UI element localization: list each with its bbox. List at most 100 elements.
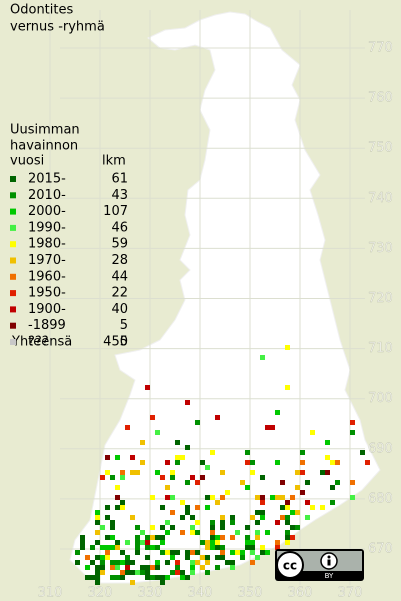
occurrence-dot xyxy=(190,565,195,570)
occurrence-dot xyxy=(260,545,265,550)
occurrence-dot xyxy=(225,490,230,495)
y-axis-label: 680 xyxy=(368,491,393,506)
occurrence-dot xyxy=(100,555,105,560)
occurrence-dot xyxy=(115,495,120,500)
occurrence-dot xyxy=(220,535,225,540)
occurrence-dot xyxy=(330,500,335,505)
occurrence-dot xyxy=(285,505,290,510)
occurrence-dot xyxy=(170,525,175,530)
total-label: Yhteensä xyxy=(11,335,72,350)
occurrence-dot xyxy=(190,475,195,480)
legend-swatch xyxy=(10,257,16,264)
occurrence-dot xyxy=(260,475,265,480)
occurrence-dot xyxy=(255,510,260,515)
occurrence-dot xyxy=(200,555,205,560)
occurrence-dots xyxy=(75,345,370,585)
occurrence-dot xyxy=(155,575,160,580)
occurrence-dot xyxy=(95,570,100,575)
occurrence-dot xyxy=(365,460,370,465)
occurrence-dot xyxy=(130,560,135,565)
occurrence-dot xyxy=(195,480,200,485)
occurrence-dot xyxy=(285,535,290,540)
occurrence-dot xyxy=(230,550,235,555)
occurrence-dot xyxy=(110,560,115,565)
occurrence-dot xyxy=(260,510,265,515)
occurrence-dot xyxy=(165,530,170,535)
occurrence-dot xyxy=(280,505,285,510)
occurrence-dot xyxy=(190,560,195,565)
occurrence-dot xyxy=(150,565,155,570)
legend-header: Uusimman xyxy=(10,123,80,138)
occurrence-dot xyxy=(335,480,340,485)
occurrence-dot xyxy=(120,500,125,505)
occurrence-dot xyxy=(120,505,125,510)
occurrence-dot xyxy=(350,480,355,485)
legend-swatch xyxy=(10,192,16,199)
occurrence-dot xyxy=(335,460,340,465)
occurrence-dot xyxy=(290,510,295,515)
occurrence-dot xyxy=(135,470,140,475)
occurrence-dot xyxy=(330,485,335,490)
occurrence-dot xyxy=(80,545,85,550)
occurrence-dot xyxy=(325,455,330,460)
occurrence-dot xyxy=(115,485,120,490)
occurrence-dot xyxy=(295,470,300,475)
occurrence-dot xyxy=(300,460,305,465)
legend-label: 1960- xyxy=(28,269,66,284)
occurrence-dot xyxy=(175,565,180,570)
occurrence-dot xyxy=(175,455,180,460)
occurrence-dot xyxy=(140,540,145,545)
occurrence-dot xyxy=(105,470,110,475)
occurrence-dot xyxy=(350,420,355,425)
license-logo: cc xyxy=(283,559,297,573)
occurrence-dot xyxy=(140,565,145,570)
y-axis-label: 670 xyxy=(368,542,393,557)
y-axis-label: 730 xyxy=(368,241,393,256)
legend-swatch xyxy=(10,208,16,215)
occurrence-dot xyxy=(220,515,225,520)
occurrence-dot xyxy=(275,540,280,545)
legend-count: 40 xyxy=(111,302,128,317)
occurrence-dot xyxy=(300,490,305,495)
occurrence-dot xyxy=(130,455,135,460)
occurrence-dot xyxy=(210,495,215,500)
legend-count: 59 xyxy=(111,237,128,252)
occurrence-dot xyxy=(185,505,190,510)
occurrence-dot xyxy=(160,580,165,585)
occurrence-dot xyxy=(360,450,365,455)
occurrence-dot xyxy=(215,540,220,545)
occurrence-dot xyxy=(300,450,305,455)
occurrence-dot xyxy=(75,560,80,565)
occurrence-dot xyxy=(195,550,200,555)
legend-swatch xyxy=(10,339,16,345)
occurrence-dot xyxy=(135,570,140,575)
occurrence-dot xyxy=(100,570,105,575)
occurrence-dot xyxy=(275,460,280,465)
occurrence-dot xyxy=(120,560,125,565)
occurrence-dot xyxy=(250,540,255,545)
occurrence-dot xyxy=(290,535,295,540)
occurrence-dot xyxy=(260,550,265,555)
occurrence-dot xyxy=(85,575,90,580)
occurrence-dot xyxy=(165,485,170,490)
title-line: vernus -ryhmä xyxy=(10,20,105,35)
legend-label: -1899 xyxy=(28,318,66,333)
x-axis-label: 360 xyxy=(288,586,313,601)
occurrence-dot xyxy=(95,520,100,525)
occurrence-dot xyxy=(110,520,115,525)
occurrence-dot xyxy=(170,510,175,515)
occurrence-dot xyxy=(205,540,210,545)
occurrence-dot xyxy=(95,565,100,570)
occurrence-dot xyxy=(180,515,185,520)
occurrence-dot xyxy=(350,495,355,500)
occurrence-dot xyxy=(290,495,295,500)
occurrence-dot xyxy=(180,500,185,505)
legend-swatch xyxy=(10,224,16,231)
occurrence-dot xyxy=(255,495,260,500)
occurrence-dot xyxy=(275,520,280,525)
occurrence-dot xyxy=(265,530,270,535)
legend-count: 44 xyxy=(111,269,128,284)
legend-count: 28 xyxy=(111,253,128,268)
occurrence-dot xyxy=(75,550,80,555)
legend-count-header: lkm xyxy=(102,154,126,169)
